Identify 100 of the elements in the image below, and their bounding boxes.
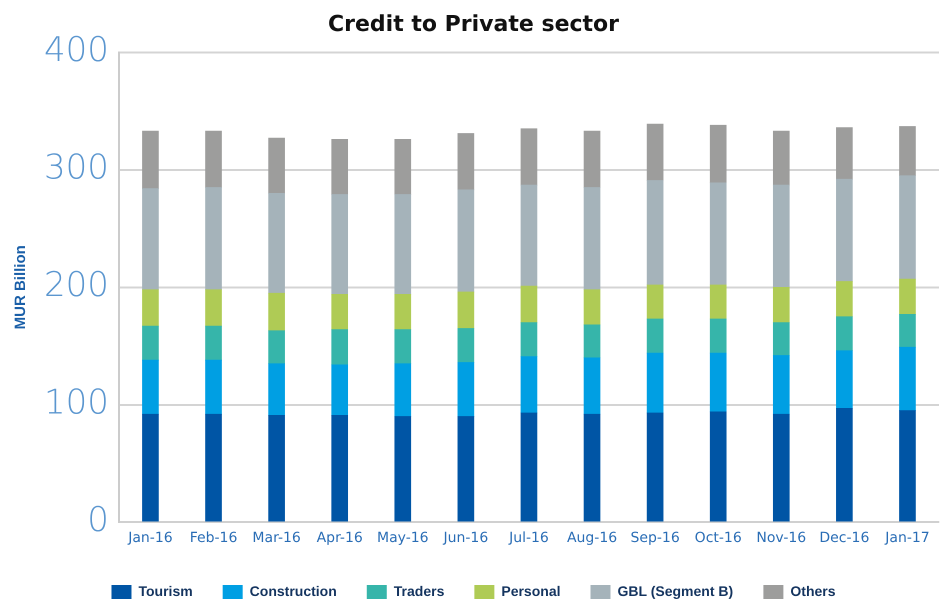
- y-tick-label: 400: [44, 30, 109, 70]
- bar: [394, 416, 412, 522]
- bar: [520, 412, 538, 522]
- bar: [584, 324, 600, 358]
- bar: [520, 128, 538, 186]
- bar: [772, 130, 790, 186]
- bar: [836, 178, 853, 282]
- x-tick-label: Oct-16: [694, 530, 742, 546]
- bar: [142, 414, 159, 522]
- bar: [520, 356, 538, 414]
- bar: [142, 289, 159, 326]
- bar: [520, 286, 538, 323]
- bar: [458, 416, 474, 522]
- legend-label: Construction: [250, 582, 337, 599]
- bar: [646, 318, 664, 354]
- x-tick-label: May-16: [376, 530, 429, 546]
- y-tick-label: 300: [44, 148, 109, 188]
- bar: [899, 314, 916, 348]
- bar: [268, 193, 285, 294]
- x-tick-label: Sep-16: [630, 530, 680, 546]
- bar: [268, 330, 285, 364]
- x-tick-label: Dec-16: [819, 530, 870, 546]
- bar: [268, 414, 285, 522]
- bar: [205, 130, 222, 188]
- bar: [268, 138, 285, 194]
- bar: [710, 182, 727, 286]
- bar: [710, 284, 727, 320]
- bar: [331, 294, 348, 330]
- bar: [520, 184, 538, 286]
- bar: [899, 346, 916, 411]
- bar: [710, 318, 727, 354]
- x-tick-label: Mar-16: [252, 530, 301, 546]
- bar: [584, 289, 600, 326]
- bar: [772, 286, 790, 323]
- y-tick-label: 100: [44, 382, 109, 423]
- y-tick-label: 0: [87, 500, 109, 540]
- bar: [646, 284, 664, 320]
- bar: [205, 187, 222, 290]
- x-tick-label: Feb-16: [190, 530, 238, 546]
- bar: [394, 138, 412, 195]
- bar: [836, 127, 853, 180]
- bar: [458, 362, 474, 417]
- bar: [458, 189, 474, 292]
- bar: [584, 187, 600, 290]
- bar: [646, 412, 664, 522]
- legend-label: Others: [790, 582, 836, 599]
- x-tick-label: Jan-17: [884, 530, 930, 546]
- bar: [520, 322, 538, 357]
- y-tick-label: 200: [44, 265, 109, 306]
- bar: [331, 414, 348, 522]
- bar: [394, 363, 412, 417]
- bar: [836, 350, 853, 409]
- bar: [899, 126, 916, 176]
- bar: [584, 414, 600, 522]
- bar: [772, 414, 790, 522]
- bar: [268, 363, 285, 416]
- bar: [331, 364, 348, 416]
- bar: [394, 194, 412, 295]
- bar: [331, 138, 348, 195]
- bar: [584, 130, 600, 188]
- bar: [772, 184, 790, 288]
- bar: [772, 355, 790, 414]
- x-tick-label: Jan-16: [127, 530, 173, 546]
- bar: [646, 352, 664, 414]
- bar: [205, 360, 222, 414]
- bar: [205, 326, 222, 360]
- bar: [899, 278, 916, 315]
- bar: [836, 316, 853, 352]
- bar: [772, 322, 790, 356]
- bar: [584, 357, 600, 414]
- bar: [205, 289, 222, 326]
- x-tick-label: Apr-16: [316, 530, 363, 546]
- x-tick-label: Jul-16: [508, 530, 549, 546]
- bar: [836, 408, 853, 522]
- x-tick-label: Aug-16: [566, 530, 618, 546]
- bar: [458, 328, 474, 363]
- legend-label: GBL (Segment B): [618, 582, 734, 599]
- bar: [646, 124, 664, 181]
- bar: [710, 411, 727, 522]
- bar: [331, 194, 348, 295]
- bar: [142, 188, 159, 290]
- legend-label: Personal: [501, 582, 561, 599]
- bar: [142, 326, 159, 360]
- bar: [458, 292, 474, 329]
- bar: [646, 180, 664, 286]
- x-tick-label: Nov-16: [756, 530, 806, 546]
- bar: [394, 294, 412, 330]
- chart-title: Credit to Private sector: [328, 12, 620, 37]
- legend-label: Traders: [394, 582, 445, 599]
- bar: [142, 360, 159, 414]
- bar: [710, 124, 727, 184]
- y-axis-title: MUR Billion: [12, 245, 30, 330]
- bar: [710, 352, 727, 412]
- bar: [836, 281, 853, 317]
- bar: [899, 410, 916, 522]
- bar: [458, 133, 474, 190]
- bar: [268, 292, 285, 332]
- bar: [394, 329, 412, 364]
- bar: [205, 414, 222, 522]
- x-tick-label: Jun-16: [442, 530, 488, 546]
